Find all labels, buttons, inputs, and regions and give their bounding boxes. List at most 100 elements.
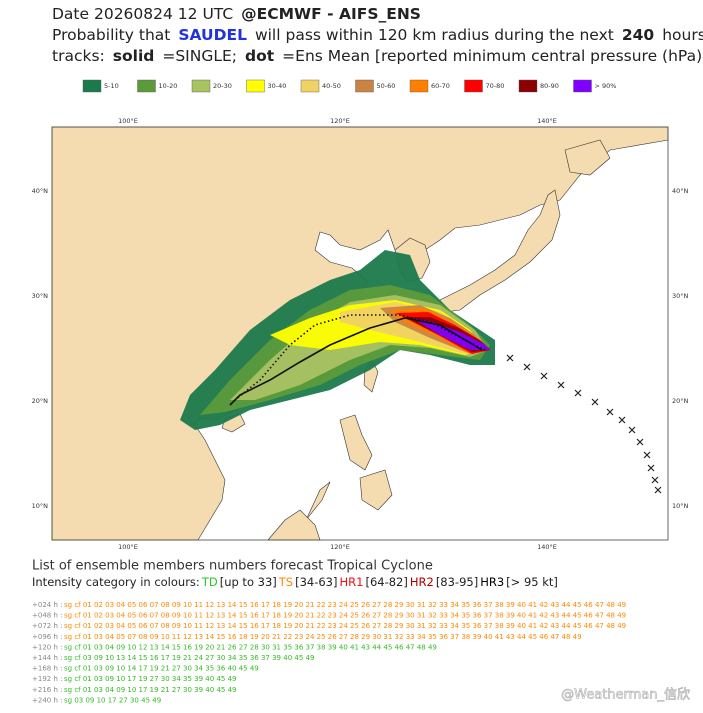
lead-time: +024 h : xyxy=(32,601,62,609)
track-cross xyxy=(618,416,626,424)
member-numbers: sg 03 09 10 17 27 30 45 49 xyxy=(64,696,161,704)
legend-swatch xyxy=(137,79,156,93)
text-segment: =Ens Mean [reported minimum central pres… xyxy=(282,47,702,65)
lead-time: +096 h : xyxy=(32,633,62,641)
text-segment: tracks: xyxy=(52,47,105,65)
track-cross xyxy=(651,476,659,484)
lead-time: +144 h : xyxy=(32,654,62,662)
text-segment: SAUDEL xyxy=(178,26,247,44)
list-title: List of ensemble members numbers forecas… xyxy=(32,559,433,574)
legend-swatch xyxy=(409,79,429,93)
text-segment: TS xyxy=(278,575,293,589)
lon-label: 120°E xyxy=(330,543,350,551)
track-cross xyxy=(654,486,662,494)
lat-label: 20°N xyxy=(672,397,689,405)
lon-label: 100°E xyxy=(118,543,138,551)
lead-time: +048 h : xyxy=(32,612,62,620)
text-segment: Probability that xyxy=(52,26,170,44)
lead-time: +168 h : xyxy=(32,665,62,673)
text-line: Intensity category in colours: TD [up to 3… xyxy=(32,575,558,589)
mean-track xyxy=(234,314,486,401)
legend-swatch xyxy=(246,79,265,93)
track-cross xyxy=(643,451,651,459)
legend-label: 70-80 xyxy=(486,82,505,90)
text-segment: [83-95] xyxy=(436,575,478,589)
text-line: Date 20260824 12 UTC @ECMWF - AIFS_ENS xyxy=(52,5,421,23)
legend-swatch xyxy=(355,79,374,93)
legend-label: 60-70 xyxy=(431,82,450,90)
single-track xyxy=(229,317,483,406)
lat-label: 10°N xyxy=(32,502,49,510)
lead-time: +072 h : xyxy=(32,622,62,630)
legend-label: 5-10 xyxy=(104,82,119,90)
member-numbers: sg cf 01 03 04 09 10 12 13 14 15 16 19 2… xyxy=(64,643,437,651)
member-numbers: sg cf 01 03 04 05 07 08 09 10 11 12 13 1… xyxy=(64,633,582,641)
legend: 5-10 10-20 20-30 30-40 40-50 50-60 60-70 70-80 8… xyxy=(82,79,617,93)
text-segment: [64-82] xyxy=(365,575,407,589)
header: Date 20260824 12 UTC @ECMWF - AIFS_ENS Pro… xyxy=(52,5,703,65)
land xyxy=(564,139,611,176)
grid-labels: 100°E 100°E 120°E 120°E 140°E 140°E 40°N 40°N 30… xyxy=(32,117,689,551)
text-segment: Date 20260824 12 UTC xyxy=(52,5,233,23)
text-segment: [34-63] xyxy=(295,575,337,589)
lat-label: 20°N xyxy=(32,397,49,405)
track-cross xyxy=(647,464,655,472)
legend-label: 40-50 xyxy=(322,82,341,90)
track-cross xyxy=(636,438,644,446)
member-numbers: sg cf 01 02 03 04 05 06 07 08 09 10 11 1… xyxy=(64,622,626,630)
text-segment: @ECMWF - AIFS_ENS xyxy=(241,5,421,23)
map-frame xyxy=(51,126,669,541)
member-numbers: sg cf 03 09 10 13 14 15 16 17 19 21 24 2… xyxy=(64,654,314,662)
text-segment: TD xyxy=(201,575,218,589)
member-numbers: sg cf 01 03 09 10 14 17 19 21 27 30 34 3… xyxy=(64,665,259,673)
member-numbers: sg cf 01 02 03 04 05 06 07 08 09 10 11 1… xyxy=(64,612,626,620)
lead-time: +240 h : xyxy=(32,696,62,704)
legend-swatch xyxy=(464,79,483,93)
track-cross xyxy=(523,363,531,371)
land xyxy=(305,414,393,521)
lat-label: 30°N xyxy=(672,292,689,300)
text-segment: [up to 33] xyxy=(220,575,277,589)
land xyxy=(439,189,561,313)
lat-label: 40°N xyxy=(32,187,49,195)
watermark: @Weatherman_信欣 xyxy=(561,688,690,703)
lat-label: 10°N xyxy=(672,502,689,510)
lon-label: 100°E xyxy=(118,117,138,125)
lon-label: 140°E xyxy=(537,543,557,551)
text-segment: dot xyxy=(245,47,275,65)
text-segment: [> 95 kt] xyxy=(506,575,558,589)
lon-label: 140°E xyxy=(537,117,557,125)
track-points xyxy=(506,354,662,494)
lead-time: +216 h : xyxy=(32,686,62,694)
text-segment: Intensity category in colours: xyxy=(32,575,200,589)
text-segment: 240 xyxy=(622,26,655,44)
track-cross xyxy=(540,372,548,380)
map: 100°E 100°E 120°E 120°E 140°E 140°E 40°N 40°N 30… xyxy=(32,117,689,551)
legend-swatch xyxy=(300,79,320,93)
legend-label: 30-40 xyxy=(268,82,287,90)
member-numbers: sg cf 01 03 09 10 17 19 27 30 34 35 39 4… xyxy=(64,675,236,683)
text-segment: solid xyxy=(113,47,155,65)
track-cross xyxy=(628,426,636,434)
lat-label: 40°N xyxy=(672,187,689,195)
track-cross xyxy=(606,408,614,416)
text-segment: HR1 xyxy=(339,575,363,589)
legend-label: 80-90 xyxy=(540,82,559,90)
lat-label: 30°N xyxy=(32,292,49,300)
member-list: List of ensemble members numbers forecas… xyxy=(32,559,626,705)
track-cross xyxy=(557,381,565,389)
legend-swatch xyxy=(573,79,592,93)
legend-label: 20-30 xyxy=(213,82,232,90)
text-segment: =SINGLE; xyxy=(162,47,237,65)
legend-label: > 90% xyxy=(595,82,617,90)
legend-label: 10-20 xyxy=(159,82,178,90)
track-cross xyxy=(574,389,582,397)
text-segment: will pass within 120 km radius during th… xyxy=(255,26,614,44)
text-segment: hours xyxy=(662,26,703,44)
legend-swatch xyxy=(191,79,211,93)
lead-time: +120 h : xyxy=(32,643,62,651)
track-cross xyxy=(591,398,599,406)
member-numbers: sg cf 01 02 03 04 05 06 07 08 09 10 11 1… xyxy=(64,601,626,609)
legend-label: 50-60 xyxy=(377,82,396,90)
text-line: tracks: solid =SINGLE; dot =Ens Mean [report… xyxy=(52,47,703,65)
